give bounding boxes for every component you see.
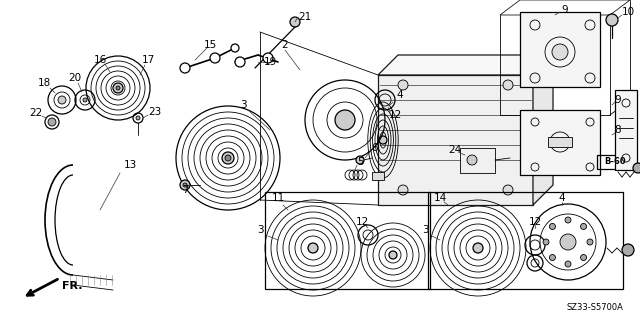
Circle shape xyxy=(580,223,586,229)
Circle shape xyxy=(398,80,408,90)
Circle shape xyxy=(113,83,123,93)
Text: 3: 3 xyxy=(240,100,246,110)
Text: B-60: B-60 xyxy=(604,158,626,167)
Circle shape xyxy=(356,156,364,164)
Circle shape xyxy=(543,239,549,245)
Bar xyxy=(265,192,430,289)
Circle shape xyxy=(290,17,300,27)
Bar xyxy=(548,137,572,147)
Circle shape xyxy=(210,53,220,63)
Circle shape xyxy=(183,183,187,187)
Circle shape xyxy=(473,243,483,253)
Circle shape xyxy=(550,223,556,229)
Text: 12: 12 xyxy=(388,110,402,120)
Text: 9: 9 xyxy=(614,95,621,105)
Bar xyxy=(615,90,637,170)
Text: 20: 20 xyxy=(68,73,81,83)
Text: 8: 8 xyxy=(614,125,621,135)
Circle shape xyxy=(503,185,513,195)
Circle shape xyxy=(560,234,576,250)
Circle shape xyxy=(222,152,234,164)
Circle shape xyxy=(503,80,513,90)
Circle shape xyxy=(565,217,571,223)
Circle shape xyxy=(398,185,408,195)
Circle shape xyxy=(606,14,618,26)
Text: 24: 24 xyxy=(449,145,461,155)
Text: 16: 16 xyxy=(93,55,107,65)
Text: 12: 12 xyxy=(529,217,541,227)
Circle shape xyxy=(335,110,355,130)
Circle shape xyxy=(180,63,190,73)
Circle shape xyxy=(180,180,190,190)
Circle shape xyxy=(263,53,273,63)
Text: 10: 10 xyxy=(621,7,635,17)
Text: 5: 5 xyxy=(356,157,364,167)
Text: 23: 23 xyxy=(148,107,162,117)
Circle shape xyxy=(467,155,477,165)
Text: 11: 11 xyxy=(271,193,285,203)
Circle shape xyxy=(587,239,593,245)
Bar xyxy=(428,192,623,289)
Text: 4: 4 xyxy=(559,193,565,203)
Circle shape xyxy=(580,255,586,261)
Circle shape xyxy=(235,57,245,67)
Text: 21: 21 xyxy=(298,12,312,22)
Text: 4: 4 xyxy=(397,90,403,100)
Text: 9: 9 xyxy=(562,5,568,15)
Circle shape xyxy=(379,136,387,144)
Text: 7: 7 xyxy=(182,185,188,195)
Polygon shape xyxy=(533,55,553,205)
Polygon shape xyxy=(378,55,553,75)
Text: 18: 18 xyxy=(37,78,51,88)
Circle shape xyxy=(116,86,120,90)
Text: 3: 3 xyxy=(422,225,428,235)
Text: 2: 2 xyxy=(282,40,288,50)
Bar xyxy=(520,12,600,87)
Text: 17: 17 xyxy=(141,55,155,65)
Text: 15: 15 xyxy=(204,40,216,50)
Text: FR.: FR. xyxy=(61,281,83,291)
Bar xyxy=(460,148,495,173)
Circle shape xyxy=(308,243,318,253)
Circle shape xyxy=(565,261,571,267)
Circle shape xyxy=(231,44,239,52)
Text: 22: 22 xyxy=(29,108,43,118)
Text: 19: 19 xyxy=(264,57,276,67)
Polygon shape xyxy=(378,75,533,205)
Text: 6: 6 xyxy=(372,143,378,153)
Circle shape xyxy=(58,96,66,104)
Bar xyxy=(520,110,600,175)
Circle shape xyxy=(48,118,56,126)
Text: 3: 3 xyxy=(257,225,263,235)
Text: 13: 13 xyxy=(124,160,136,170)
Circle shape xyxy=(225,155,231,161)
Circle shape xyxy=(389,251,397,259)
Bar xyxy=(372,172,384,180)
Circle shape xyxy=(633,163,640,173)
Text: 14: 14 xyxy=(433,193,447,203)
Text: 12: 12 xyxy=(355,217,369,227)
Circle shape xyxy=(136,116,140,120)
Text: SZ33-S5700A: SZ33-S5700A xyxy=(566,303,623,313)
Circle shape xyxy=(550,255,556,261)
Circle shape xyxy=(83,98,87,102)
Bar xyxy=(597,155,633,169)
Circle shape xyxy=(622,244,634,256)
Circle shape xyxy=(552,44,568,60)
